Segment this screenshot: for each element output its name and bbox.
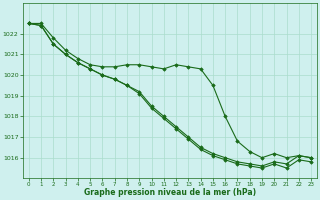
X-axis label: Graphe pression niveau de la mer (hPa): Graphe pression niveau de la mer (hPa) (84, 188, 256, 197)
